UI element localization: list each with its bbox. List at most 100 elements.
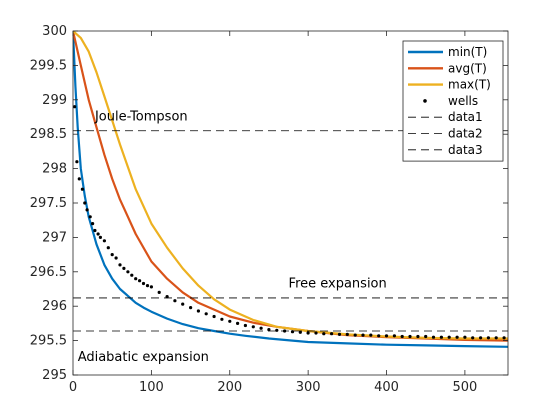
y-tick-label: 296.5: [30, 265, 67, 280]
y-tick-label: 299: [42, 93, 67, 108]
series-point-wells: [96, 232, 100, 236]
series-point-wells: [236, 321, 240, 325]
annotation-adiabatic-expansion: Adiabatic expansion: [78, 350, 209, 365]
series-point-wells: [204, 312, 208, 316]
series-point-wells: [141, 281, 146, 286]
series-point-wells: [290, 330, 295, 334]
series-point-wells: [122, 266, 126, 270]
series-point-wells: [345, 332, 349, 336]
legend-label-avg-t: avg(T): [448, 61, 487, 75]
y-tick-label: 295.5: [30, 334, 67, 349]
series-point-wells: [228, 319, 232, 323]
series-point-wells: [408, 334, 412, 339]
series-point-wells: [424, 334, 428, 339]
series-point-wells: [361, 333, 365, 337]
series-point-wells: [85, 208, 89, 212]
series-point-wells: [102, 239, 106, 243]
series-point-wells: [149, 285, 153, 289]
series-point-wells: [77, 177, 81, 181]
series-point-wells: [322, 332, 326, 336]
legend-label-wells: wells: [448, 94, 478, 108]
series-point-wells: [181, 302, 185, 306]
series-point-wells: [189, 306, 193, 310]
legend-label-min-t: min(T): [448, 45, 487, 59]
y-tick-label: 298: [42, 162, 67, 177]
series-point-wells: [439, 335, 443, 339]
series-point-wells: [138, 279, 142, 283]
series-point-wells: [479, 336, 483, 340]
series-point-wells: [392, 334, 396, 338]
series-point-wells: [88, 215, 92, 219]
series-point-wells: [384, 334, 389, 338]
series-point-wells: [416, 334, 420, 339]
x-tick-label: 0: [69, 380, 77, 395]
series-point-wells: [75, 160, 79, 164]
series-point-wells: [173, 299, 177, 303]
x-tick-label: 500: [452, 380, 477, 395]
y-tick-label: 297: [42, 230, 67, 245]
series-point-wells: [83, 201, 87, 205]
legend-label-data3: data3: [448, 143, 483, 157]
series-point-wells: [275, 328, 279, 332]
legend-box: [402, 40, 504, 162]
series-point-wells: [212, 314, 216, 319]
series-group: [73, 31, 508, 348]
series-point-wells: [134, 277, 138, 281]
axes: 0 100 200 300 400 500 295 295.5 296 296.5 297 297.5…: [30, 24, 509, 395]
series-point-wells: [369, 333, 373, 337]
y-tick-label: 295: [42, 368, 67, 383]
series-point-wells: [314, 331, 318, 335]
series-point-wells: [267, 328, 271, 332]
annotation-joule-tompson: Joule-Tompson: [94, 109, 188, 124]
legend-label-data1: data1: [448, 110, 483, 124]
series-point-wells: [400, 334, 404, 339]
series-point-wells: [118, 263, 122, 267]
y-tick-label: 297.5: [30, 196, 67, 211]
y-tick-label: 299.5: [30, 58, 67, 73]
series-point-wells: [306, 331, 310, 335]
series-point-wells: [502, 336, 506, 340]
series-point-wells: [145, 284, 150, 288]
series-point-wells: [447, 335, 451, 339]
series-point-wells: [251, 325, 255, 329]
x-tick-label: 400: [374, 380, 399, 395]
series-point-wells: [298, 330, 302, 334]
y-tick-label: 296: [42, 299, 67, 314]
legend: min(T) avg(T) max(T) wells data1 data2 data3: [402, 40, 504, 162]
series-point-wells: [259, 326, 263, 330]
series-point-wells: [486, 336, 490, 340]
x-tick-label: 300: [296, 380, 321, 395]
series-point-wells: [337, 332, 342, 336]
series-point-wells: [196, 309, 200, 313]
series-point-wells: [455, 335, 459, 339]
series-line-max-t: [73, 31, 508, 340]
legend-label-data2: data2: [448, 127, 483, 141]
x-tick-label: 200: [217, 380, 242, 395]
series-point-wells: [114, 256, 118, 260]
series-point-wells: [93, 228, 97, 233]
series-point-wells: [73, 105, 77, 109]
series-point-wells: [80, 187, 84, 191]
series-point-wells: [431, 335, 436, 339]
series-point-wells: [471, 336, 475, 340]
y-tick-label: 298.5: [30, 127, 67, 142]
series-point-wells: [377, 334, 381, 338]
y-tick-label: 300: [42, 24, 67, 39]
annotation-free-expansion: Free expansion: [289, 277, 387, 292]
series-point-wells: [106, 246, 110, 250]
series-point-wells: [126, 270, 130, 274]
series-point-wells: [243, 323, 247, 328]
legend-swatch-wells: [423, 99, 427, 103]
x-tick-label: 100: [139, 380, 164, 395]
series-point-wells: [494, 336, 498, 340]
series-point-wells: [157, 290, 161, 294]
series-point-wells: [463, 335, 467, 339]
series-point-wells: [130, 273, 134, 277]
series-point-wells: [110, 253, 114, 257]
series-point-wells: [165, 295, 169, 299]
legend-label-max-t: max(T): [448, 78, 491, 92]
series-point-wells: [220, 317, 224, 321]
series-point-wells: [98, 235, 102, 239]
series-point-wells: [353, 333, 357, 337]
